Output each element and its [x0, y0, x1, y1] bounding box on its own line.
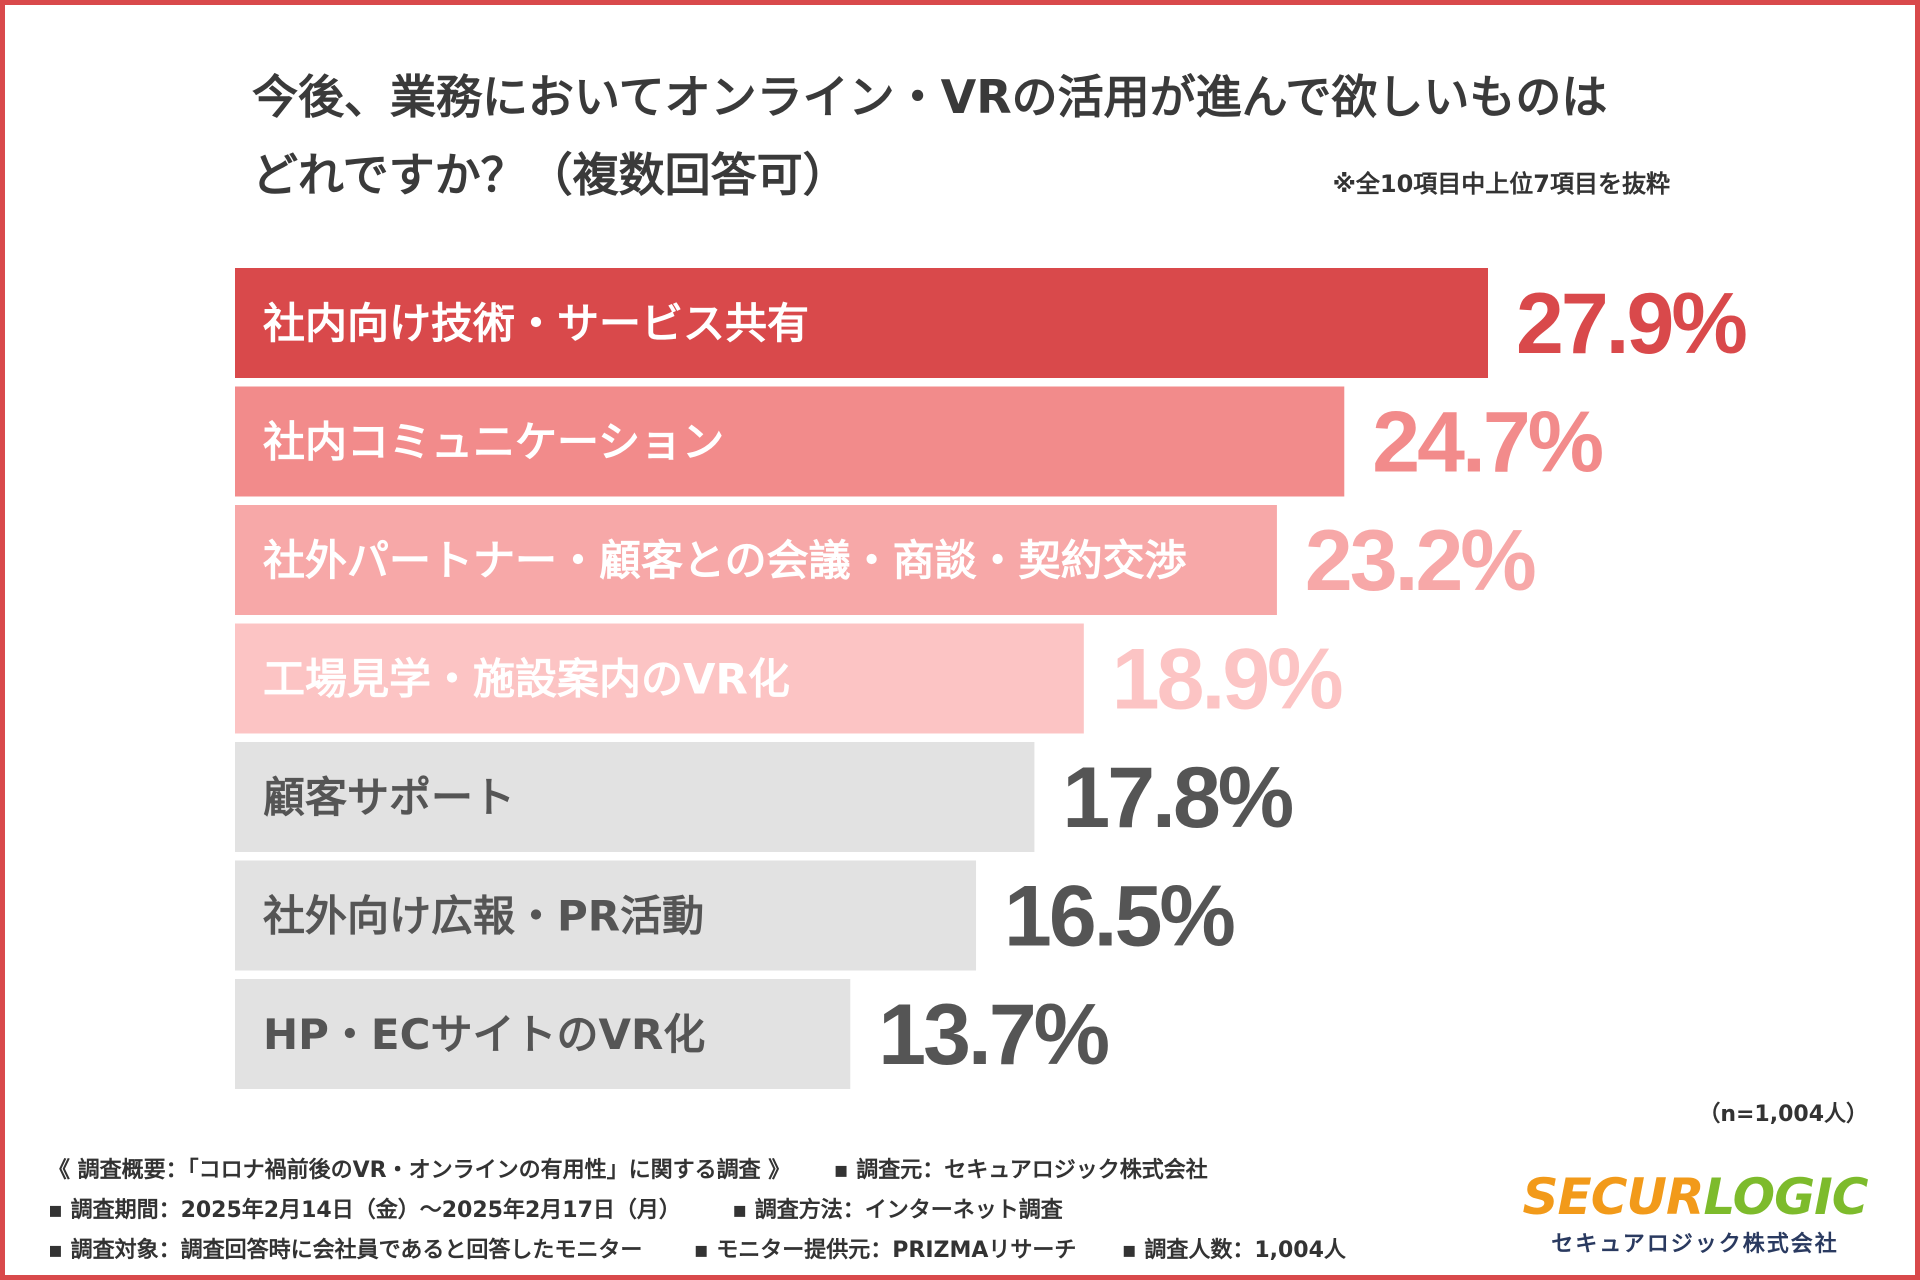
- survey-overview: 《 調査概要：「コロナ禍前後のVR・オンラインの有用性」に関する調査 》: [48, 1158, 791, 1183]
- bar-1: [235, 268, 1488, 378]
- survey-period: ▪ 調査期間：2025年2月14日（金）〜2025年2月17日（月）: [48, 1198, 681, 1223]
- footer-row-3: ▪ 調査対象：調査回答時に会社員であると回答したモニター ▪ モニター提供元：P…: [48, 1232, 1346, 1264]
- logo-part-secur: SECUR: [1522, 1168, 1705, 1226]
- monitor-provider: ▪ モニター提供元：PRIZMAリサーチ: [693, 1238, 1077, 1263]
- logo-company-name: セキュアロジック株式会社: [1551, 1232, 1839, 1257]
- bar-5: [235, 742, 1035, 852]
- bar-label-2: 社内コミュニケーション: [263, 418, 724, 467]
- logo-wordmark: SECURLOGIC: [1500, 1168, 1890, 1226]
- survey-source: ▪ 調査元：セキュアロジック株式会社: [833, 1158, 1208, 1183]
- sample-size-label: （n=1,004人）: [1698, 1102, 1868, 1127]
- bar-7: [235, 979, 851, 1089]
- logo-part-logic: LOGIC: [1703, 1168, 1869, 1226]
- bar-3: [235, 505, 1277, 615]
- survey-target: ▪ 調査対象：調査回答時に会社員であると回答したモニター: [48, 1238, 643, 1263]
- selection-note: ※全10項目中上位7項目を抜粋: [1332, 170, 1670, 198]
- bar-6: [235, 860, 977, 971]
- survey-count: ▪ 調査人数：1,004人: [1121, 1238, 1346, 1263]
- chart-title: 今後、業務においてオンライン・VRの活用が進んで欲しいものは どれですか？（複数…: [252, 58, 1607, 214]
- bar-label-3: 社外パートナー・顧客との会議・商談・契約交渉: [263, 536, 1187, 585]
- value-label-7: 13.7%: [878, 987, 1108, 1083]
- title-line-2: どれですか？（複数回答可）: [252, 148, 849, 202]
- bar-2: [235, 386, 1345, 497]
- footer-row-1: 《 調査概要：「コロナ禍前後のVR・オンラインの有用性」に関する調査 》 ▪ 調…: [48, 1152, 1208, 1184]
- footer-row-2: ▪ 調査期間：2025年2月14日（金）〜2025年2月17日（月） ▪ 調査方…: [48, 1192, 1063, 1224]
- value-label-5: 17.8%: [1062, 750, 1292, 846]
- value-label-2: 24.7%: [1372, 395, 1602, 491]
- bar-label-6: 社外向け広報・PR活動: [263, 892, 704, 941]
- bar-label-1: 社内向け技術・サービス共有: [263, 299, 809, 348]
- value-label-3: 23.2%: [1305, 513, 1535, 609]
- value-label-4: 18.9%: [1112, 632, 1342, 728]
- bar-label-5: 顧客サポート: [263, 773, 515, 822]
- bar-label-7: HP・ECサイトのVR化: [263, 1010, 705, 1059]
- title-line-1: 今後、業務においてオンライン・VRの活用が進んで欲しいものは: [252, 70, 1608, 124]
- survey-method: ▪ 調査方法：インターネット調査: [732, 1198, 1063, 1223]
- bar-label-4: 工場見学・施設案内のVR化: [263, 655, 790, 704]
- company-logo: SECURLOGIC セキュアロジック株式会社: [1500, 1168, 1890, 1258]
- value-label-6: 16.5%: [1004, 869, 1234, 965]
- value-label-1: 27.9%: [1516, 276, 1746, 372]
- bar-4: [235, 623, 1084, 734]
